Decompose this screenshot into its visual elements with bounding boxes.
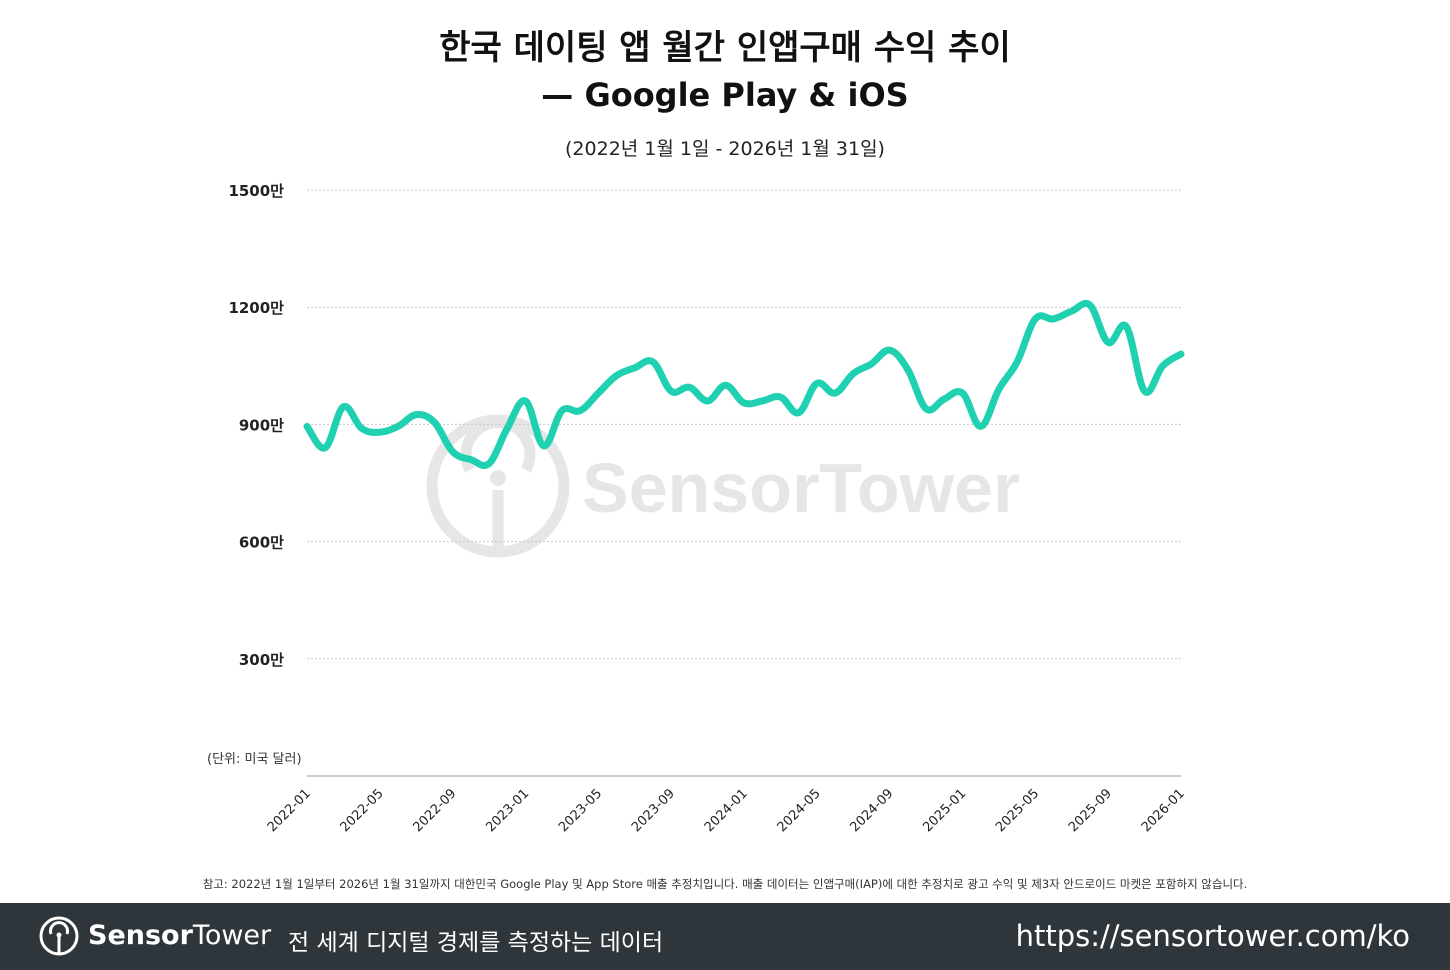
footer-brand-light: Tower [192, 920, 272, 951]
x-tick-label: 2022-09 [410, 786, 459, 835]
y-tick-label: 1200만 [228, 299, 284, 317]
footer-bar: SensorTower 전 세계 디지털 경제를 측정하는 데이터 https:… [0, 903, 1450, 970]
x-tick-label: 2023-05 [556, 786, 605, 835]
x-tick-label: 2025-05 [993, 786, 1042, 835]
chart-title-line2: — Google Play & iOS [541, 76, 909, 114]
x-tick-label: 2022-01 [265, 786, 314, 835]
chart-title-line1: 한국 데이팅 앱 월간 인앱구매 수익 추이 [439, 28, 1011, 68]
x-tick-label: 2022-05 [338, 786, 387, 835]
series-line [303, 299, 1185, 470]
x-tick-label: 2024-05 [775, 786, 824, 835]
footer-brand-bold: Sensor [88, 920, 193, 951]
x-tick-label: 2025-09 [1066, 786, 1115, 835]
x-tick-label: 2024-09 [847, 786, 896, 835]
x-tick-label: 2026-01 [1139, 786, 1188, 835]
footnote: 참고: 2022년 1월 1일부터 2026년 1월 31일까지 대한민국 Go… [202, 877, 1248, 891]
x-tick-label: 2023-01 [483, 786, 532, 835]
y-tick-label: 600만 [239, 534, 284, 552]
y-tick-label: 900만 [239, 416, 284, 434]
watermark-logo-icon [426, 414, 570, 558]
x-tick-label: 2025-01 [920, 786, 969, 835]
sensortower-watermark: SensorTower [426, 414, 1020, 558]
grid-lines [307, 189, 1181, 660]
footer-url[interactable]: https://sensortower.com/ko [1015, 919, 1410, 953]
y-tick-label: 1500만 [228, 182, 284, 200]
footer-tagline: 전 세계 디지털 경제를 측정하는 데이터 [288, 930, 664, 956]
x-tick-label: 2023-09 [629, 786, 678, 835]
chart-subtitle: (2022년 1월 1일 - 2026년 1월 31일) [565, 138, 885, 160]
y-tick-label: 300만 [239, 651, 284, 669]
x-axis-labels: 2022-01 2022-05 2022-09 2023-01 2023-05 2023-… [265, 786, 1188, 835]
sensortower-logo-icon [39, 916, 79, 956]
x-tick-label: 2024-01 [702, 786, 751, 835]
unit-label: (단위: 미국 달러) [207, 752, 302, 767]
y-axis-labels: 300만 600만 900만 1200만 1500만 [228, 182, 284, 669]
line-chart: SensorTower 300만 600만 900만 1200만 1500만 (단위: … [207, 182, 1188, 835]
footer-brand: SensorTower [88, 920, 271, 951]
watermark-text: SensorTower [582, 449, 1020, 527]
